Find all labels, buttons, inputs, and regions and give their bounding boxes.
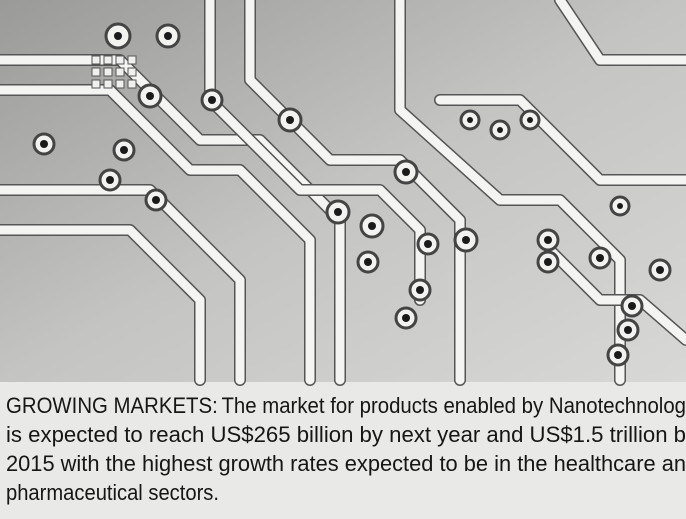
clipping: GROWING MARKETS:The market for products … bbox=[0, 0, 686, 519]
caption-line: GROWING MARKETS:The market for products … bbox=[6, 393, 686, 418]
caption-line: pharmaceutical sectors. bbox=[6, 480, 219, 505]
photo bbox=[0, 0, 686, 382]
caption-text: The market for products enabled by Nanot… bbox=[221, 393, 686, 418]
caption-line: 2015 with the highest growth rates expec… bbox=[6, 451, 686, 476]
caption-line: is expected to reach US$265 billion by n… bbox=[6, 422, 686, 447]
caption: GROWING MARKETS:The market for products … bbox=[6, 393, 686, 505]
caption-label: GROWING MARKETS: bbox=[6, 393, 218, 418]
